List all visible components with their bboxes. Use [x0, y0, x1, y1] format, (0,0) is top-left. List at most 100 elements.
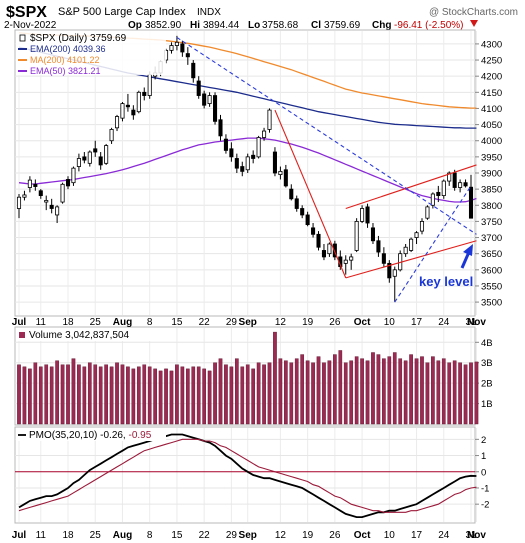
candle-body	[311, 227, 316, 235]
volume-bar	[289, 362, 294, 425]
volume-bar	[311, 362, 315, 425]
up-candle	[114, 114, 120, 132]
volume-bar	[229, 366, 234, 425]
pmo-line	[18, 433, 477, 518]
trendlines	[176, 36, 477, 303]
date-tick-label: 19	[302, 530, 314, 541]
volume-bar	[327, 360, 332, 425]
volume-bar	[300, 354, 305, 425]
volume-bar	[224, 364, 228, 425]
down-candle	[82, 152, 87, 164]
legend-entry: EMA(200) 4039.36	[30, 44, 106, 54]
date-tick-label: Sep	[239, 317, 257, 328]
change-label: Chg	[372, 20, 391, 31]
candle-body	[229, 148, 234, 158]
volume-bar	[365, 360, 370, 425]
pmo-signal-line	[18, 438, 477, 513]
candle-body	[93, 148, 98, 153]
candle-body	[447, 172, 452, 182]
down-candle	[387, 260, 392, 283]
volume-bar	[180, 366, 185, 425]
candle-body	[223, 138, 228, 151]
candle-body	[169, 45, 174, 51]
date-tick-label: 26	[329, 530, 341, 541]
volume-bar	[131, 368, 136, 425]
date-tick-label: 15	[171, 317, 183, 328]
volume-bar	[278, 358, 283, 425]
volume-bar	[55, 360, 59, 425]
pmo-tick-label: 1	[481, 451, 486, 462]
candle-body	[240, 166, 245, 172]
up-candle	[109, 127, 114, 144]
down-candle	[376, 235, 381, 257]
price-tick-label: 3950	[481, 152, 502, 163]
candle-body	[463, 182, 468, 187]
price-gridlines	[15, 31, 477, 315]
price-tick-label: 4250	[481, 56, 502, 67]
candle-body	[82, 156, 87, 161]
high-value: 3894.44	[203, 20, 240, 31]
dashed-trendline	[176, 36, 477, 235]
date-tick-label: Aug	[113, 530, 132, 541]
volume-bar	[474, 361, 479, 425]
candle-body	[234, 158, 239, 169]
volume-bar	[109, 366, 114, 425]
volume-bar	[409, 354, 413, 425]
price-axis: 3500 3550 3600 3650 3700 3750 3800 3850 3900 3950…	[475, 39, 502, 309]
volume-bar	[82, 366, 87, 425]
volume-bar	[343, 362, 348, 425]
candle-body	[332, 243, 337, 258]
up-candle	[398, 250, 403, 272]
down-candle	[305, 211, 310, 227]
volume-bar	[447, 362, 452, 425]
down-candle	[370, 223, 376, 244]
volume-bars	[17, 331, 479, 425]
candle-body	[267, 109, 272, 130]
legend-swatch	[19, 332, 25, 338]
down-candle	[294, 195, 299, 212]
down-candle	[223, 134, 228, 154]
date-tick-label: 18	[62, 317, 74, 328]
candle-body	[283, 169, 288, 187]
volume-bar	[66, 364, 70, 425]
date-tick-label: Jul	[12, 317, 27, 328]
price-tick-label: 3650	[481, 249, 502, 260]
candle-body	[343, 259, 348, 264]
candle-body	[354, 221, 359, 251]
pmo-legend-box	[16, 428, 166, 441]
volume-tick-label: 3B	[481, 358, 493, 369]
volume-bar	[136, 366, 141, 425]
volume-bar	[38, 366, 43, 425]
legend-swatch	[19, 34, 26, 42]
down-candle	[33, 179, 38, 191]
candle-body	[120, 103, 125, 119]
volume-bar	[191, 366, 196, 425]
down-candle	[131, 105, 136, 120]
volume-legend-box	[16, 328, 166, 341]
candle-body	[458, 182, 463, 188]
candle-body	[430, 193, 435, 206]
up-candle	[87, 150, 92, 167]
volume-bar	[284, 360, 288, 425]
volume-bar	[305, 360, 310, 425]
down-candle	[332, 240, 337, 261]
up-candle	[278, 166, 283, 180]
price-tick-label: 4050	[481, 120, 502, 131]
volume-bar	[77, 364, 81, 425]
legend-entry: EMA(50) 3821.21	[30, 66, 101, 76]
pmo-lines	[18, 433, 477, 518]
date-label: 2-Nov-2022	[4, 20, 57, 31]
volume-bar	[175, 364, 179, 425]
down-candle	[300, 205, 305, 219]
date-tick-label: 11	[36, 530, 47, 541]
legend-entry-part: -0.95	[126, 430, 152, 441]
up-candle	[147, 71, 152, 99]
open-value: 3852.90	[145, 20, 182, 31]
volume-bar	[414, 358, 419, 425]
volume-bar	[120, 364, 125, 425]
volume-bar	[213, 362, 217, 425]
candle-body	[22, 194, 27, 198]
candle-body	[436, 191, 441, 196]
pmo-legend: PMO(35,20,10) -0.26, -0.95	[18, 430, 152, 441]
